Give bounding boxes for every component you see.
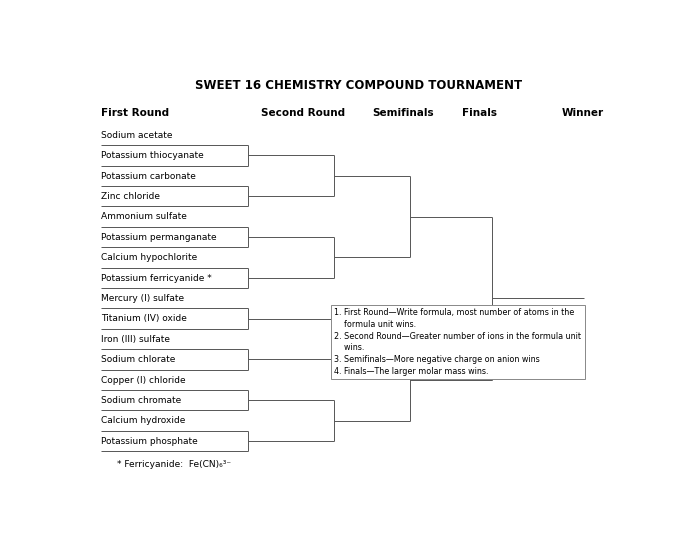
Text: Potassium phosphate: Potassium phosphate — [101, 437, 198, 446]
Text: Potassium carbonate: Potassium carbonate — [101, 172, 196, 181]
Text: First Round: First Round — [101, 109, 169, 118]
Text: Potassium thiocyanate: Potassium thiocyanate — [101, 151, 204, 160]
Text: Calcium hypochlorite: Calcium hypochlorite — [101, 253, 197, 262]
Text: 1. First Round—Write formula, most number of atoms in the
    formula unit wins.: 1. First Round—Write formula, most numbe… — [335, 308, 581, 376]
Text: Titanium (IV) oxide: Titanium (IV) oxide — [101, 314, 187, 323]
Text: * Ferricyanide:  Fe(CN)₆³⁻: * Ferricyanide: Fe(CN)₆³⁻ — [118, 460, 232, 469]
Text: Potassium ferricyanide *: Potassium ferricyanide * — [101, 274, 212, 282]
Text: Zinc chloride: Zinc chloride — [101, 192, 160, 201]
Text: Finals: Finals — [462, 109, 497, 118]
Text: Second Round: Second Round — [261, 109, 345, 118]
Text: Iron (III) sulfate: Iron (III) sulfate — [101, 335, 170, 344]
Text: Winner: Winner — [562, 109, 604, 118]
Text: Calcium hydroxide: Calcium hydroxide — [101, 416, 186, 426]
Text: Copper (I) chloride: Copper (I) chloride — [101, 376, 186, 384]
Text: Semifinals: Semifinals — [372, 109, 434, 118]
Text: Mercury (I) sulfate: Mercury (I) sulfate — [101, 294, 184, 303]
Text: SWEET 16 CHEMISTRY COMPOUND TOURNAMENT: SWEET 16 CHEMISTRY COMPOUND TOURNAMENT — [195, 79, 522, 92]
Text: Ammonium sulfate: Ammonium sulfate — [101, 212, 187, 221]
Text: Potassium permanganate: Potassium permanganate — [101, 233, 217, 242]
Text: Sodium chromate: Sodium chromate — [101, 396, 181, 405]
Text: Sodium chlorate: Sodium chlorate — [101, 355, 176, 364]
Text: Sodium acetate: Sodium acetate — [101, 131, 173, 140]
